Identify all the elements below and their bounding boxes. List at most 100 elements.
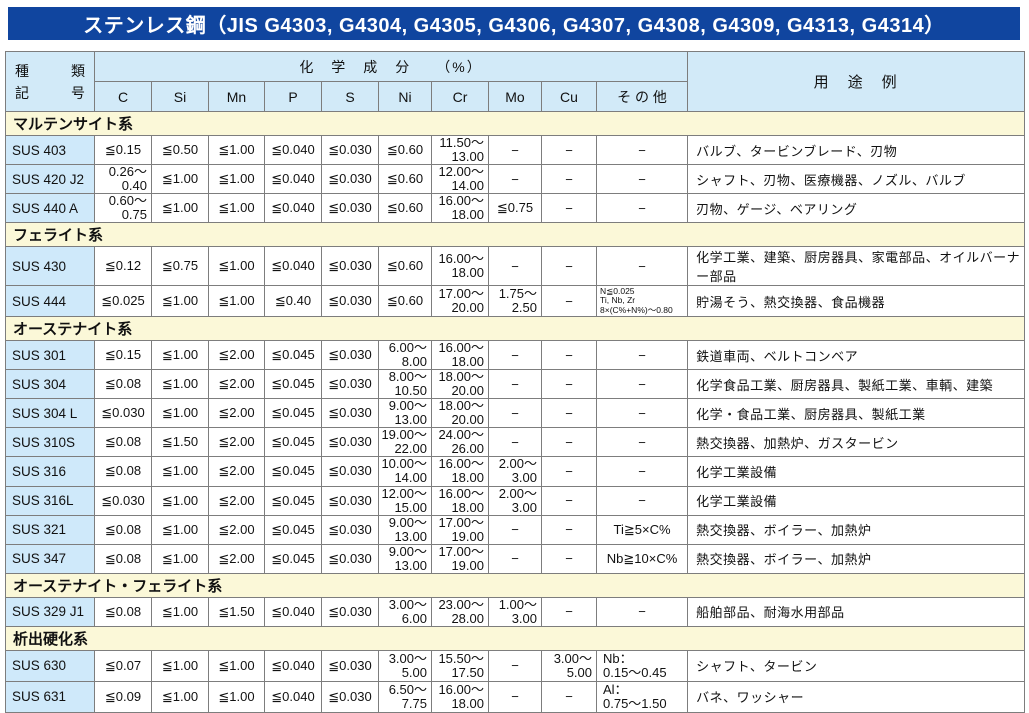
chem-cell: ≦0.040: [264, 134, 322, 166]
grade-cell: SUS 329 J1: [5, 596, 95, 627]
chem-cell: ≦1.00: [151, 680, 209, 713]
chem-cell: ≦0.08: [94, 514, 152, 545]
chem-cell: 3.00〜 5.00: [378, 649, 432, 682]
header-row-elements: C Si Mn P S Ni Cr Mo Cu そ の 他: [6, 81, 1025, 112]
chem-cell: 11.50〜 13.00: [431, 134, 489, 166]
table-row: SUS 630 ≦0.07 ≦1.00 ≦1.00 ≦0.040 ≦0.030 3.00〜 5…: [5, 649, 1026, 682]
grade-cell: SUS 304 L: [5, 398, 95, 429]
chem-cell: −: [541, 134, 597, 166]
table-body: マルテンサイト系 SUS 403 ≦0.15 ≦0.50 ≦1.00 ≦0.040 ≦0.0…: [4, 111, 1026, 713]
chem-cell: Al： 0.75〜1.50: [595, 680, 689, 713]
table-row: SUS 631 ≦0.09 ≦1.00 ≦1.00 ≦0.040 ≦0.030 6.50〜 7…: [5, 680, 1026, 713]
chem-cell: ≦0.025: [94, 285, 152, 318]
chem-cell: ≦0.045: [264, 398, 322, 429]
chem-cell: 9.00〜 13.00: [378, 514, 432, 545]
chem-cell: −: [541, 340, 597, 371]
table-row: SUS 304 L ≦0.030 ≦1.00 ≦2.00 ≦0.045 ≦0.030 9.0…: [5, 398, 1026, 429]
usage-cell: 化学・食品工業、厨房器具、製紙工業: [687, 398, 1026, 429]
chem-cell: 12.00〜 15.00: [378, 485, 432, 516]
chem-cell: ≦0.030: [321, 680, 379, 713]
chem-cell: ≦0.09: [94, 680, 152, 713]
chem-cell: −: [488, 398, 542, 429]
usage-cell: 化学工業設備: [687, 485, 1026, 516]
grade-cell: SUS 631: [5, 680, 95, 713]
chem-cell: −: [595, 485, 689, 516]
chem-cell: −: [541, 456, 597, 487]
chem-cell: ≦0.40: [264, 285, 322, 318]
grade-cell: SUS 440 A: [5, 193, 95, 224]
chem-cell: 3.00〜 5.00: [541, 649, 597, 682]
chem-cell: 18.00〜 20.00: [431, 369, 489, 400]
chem-cell: −: [595, 456, 689, 487]
grade-cell: SUS 321: [5, 514, 95, 545]
section-header-row: 析出硬化系: [4, 625, 1026, 651]
chem-cell: ≦0.60: [378, 134, 432, 166]
chem-cell: ≦0.045: [264, 427, 322, 458]
chem-cell: ≦1.00: [151, 193, 209, 224]
chem-cell: ≦1.00: [151, 340, 209, 371]
chem-cell: −: [488, 680, 542, 713]
chem-cell: 16.00〜 18.00: [431, 246, 489, 287]
chem-cell: ≦0.60: [378, 246, 432, 287]
grade-cell: SUS 301: [5, 340, 95, 371]
chem-cell: ≦2.00: [208, 398, 265, 429]
chem-cell: ≦0.030: [321, 134, 379, 166]
chem-cell: ≦0.030: [321, 246, 379, 287]
chem-cell: −: [488, 134, 542, 166]
usage-cell: 鉄道車両、ベルトコンベア: [687, 340, 1026, 371]
section-header-row: オーステナイト系: [4, 316, 1026, 342]
usage-cell: 化学工業設備: [687, 456, 1026, 487]
usage-cell: バルブ、タービンブレード、刃物: [687, 134, 1026, 166]
chem-cell: ≦1.00: [208, 285, 265, 318]
section-header-row: オーステナイト・フェライト系: [4, 572, 1026, 598]
chem-cell: −: [595, 340, 689, 371]
chem-cell: −: [488, 649, 542, 682]
chem-cell: −: [541, 427, 597, 458]
chem-cell: ≦0.75: [488, 193, 542, 224]
chem-cell: ≦0.030: [321, 514, 379, 545]
chem-cell: −: [488, 514, 542, 545]
chem-cell: ≦1.00: [151, 456, 209, 487]
chem-cell: 16.00〜 18.00: [431, 680, 489, 713]
usage-cell: 熱交換器、ボイラー、加熱炉: [687, 543, 1026, 574]
chem-cell: 1.75〜 2.50: [488, 285, 542, 318]
chem-cell: ≦0.045: [264, 456, 322, 487]
chem-cell: ≦0.040: [264, 193, 322, 224]
chem-cell: 0.60〜 0.75: [94, 193, 152, 224]
chem-cell: Ti≧5×C%: [595, 514, 689, 545]
chem-cell: −: [541, 398, 597, 429]
section-header-row: マルテンサイト系: [4, 111, 1026, 136]
chem-cell: −: [541, 285, 597, 318]
chem-cell: 17.00〜 20.00: [431, 285, 489, 318]
chem-cell: ≦0.030: [321, 398, 379, 429]
header-element-column: Mo: [488, 81, 542, 112]
chem-cell: ≦1.00: [151, 285, 209, 318]
chem-cell: ≦1.00: [208, 246, 265, 287]
chem-cell: ≦1.00: [208, 164, 265, 195]
chem-cell: −: [541, 193, 597, 224]
chem-cell: ≦1.00: [208, 680, 265, 713]
section-name: マルテンサイト系: [4, 111, 1026, 136]
table-row: SUS 316L ≦0.030 ≦1.00 ≦2.00 ≦0.045 ≦0.030 12.0…: [5, 485, 1026, 516]
grade-cell: SUS 630: [5, 649, 95, 682]
chem-cell: 24.00〜 26.00: [431, 427, 489, 458]
chem-cell: −: [541, 596, 597, 627]
chem-cell: ≦1.00: [151, 596, 209, 627]
usage-cell: バネ、ワッシャー: [687, 680, 1026, 713]
chem-cell: ≦0.045: [264, 340, 322, 371]
usage-cell: シャフト、刃物、医療機器、ノズル、バルブ: [687, 164, 1026, 195]
usage-cell: 熱交換器、加熱炉、ガスタービン: [687, 427, 1026, 458]
header-row-group: 種 類 記 号 化 学 成 分 （%） 用 途 例: [5, 51, 1026, 112]
table-header: 種 類 記 号 化 学 成 分 （%） 用 途 例 C Si Mn P S Ni Cr Mo C…: [5, 51, 1026, 112]
chem-cell: ≦1.00: [151, 514, 209, 545]
chem-cell: ≦0.045: [264, 514, 322, 545]
chem-cell: −: [488, 246, 542, 287]
table-row: SUS 329 J1 ≦0.08 ≦1.00 ≦1.50 ≦0.040 ≦0.030 3.0…: [5, 596, 1026, 627]
chem-cell: 15.50〜 17.50: [431, 649, 489, 682]
chem-cell: 8.00〜 10.50: [378, 369, 432, 400]
chem-cell: ≦1.00: [151, 369, 209, 400]
usage-cell: 船舶部品、耐海水用部品: [687, 596, 1026, 627]
header-kind-symbol: 種 類 記 号: [5, 51, 95, 112]
chem-cell: −: [541, 369, 597, 400]
usage-cell: 化学工業、建築、厨房器具、家電部品、オイルバーナー部品: [687, 246, 1026, 287]
